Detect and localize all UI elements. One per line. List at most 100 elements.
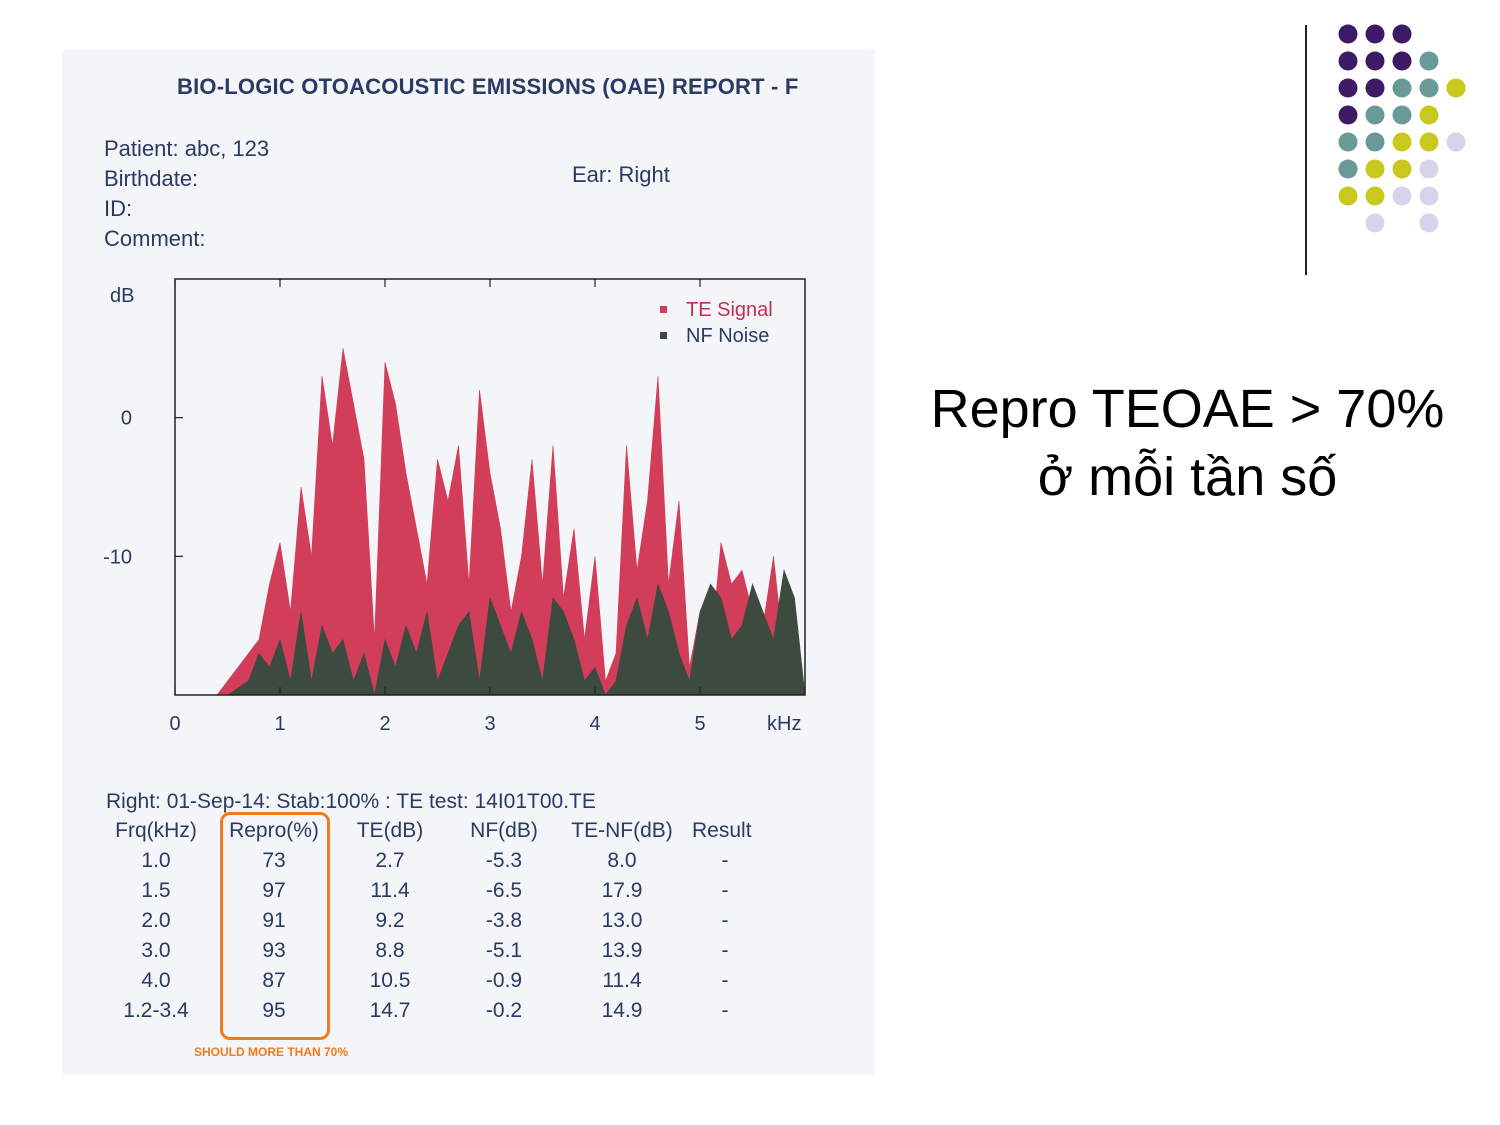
decorative-dot bbox=[1365, 78, 1385, 98]
table-cell: 73 bbox=[262, 849, 286, 872]
table-cell: 13.0 bbox=[601, 909, 643, 932]
table-cell: 91 bbox=[262, 909, 286, 932]
decorative-dot bbox=[1365, 24, 1385, 44]
legend-swatch bbox=[660, 332, 667, 339]
caption-line-1: Repro TEOAE > 70% bbox=[930, 379, 1445, 439]
table-cell: -5.1 bbox=[485, 939, 523, 962]
decorative-dot bbox=[1419, 51, 1439, 71]
test-info-line: Right: 01-Sep-14: Stab:100% : TE test: 1… bbox=[106, 790, 596, 813]
decorative-dot bbox=[1392, 159, 1412, 179]
table-cell: 8.0 bbox=[607, 849, 637, 872]
table-cell: 14.9 bbox=[601, 999, 643, 1022]
table-cell: -6.5 bbox=[485, 879, 523, 902]
table-cell: 10.5 bbox=[369, 969, 411, 992]
decorative-dot bbox=[1419, 159, 1439, 179]
decorative-dot bbox=[1338, 24, 1358, 44]
decorative-dot bbox=[1419, 186, 1439, 206]
decorative-dot bbox=[1365, 105, 1385, 125]
y-tick-label: -10 bbox=[103, 546, 132, 568]
table-cell: 1.5 bbox=[141, 879, 171, 902]
table-cell: - bbox=[721, 939, 729, 962]
x-tick-label: 4 bbox=[589, 713, 600, 735]
table-header: TE(dB) bbox=[356, 819, 424, 842]
table-header: NF(dB) bbox=[470, 819, 538, 842]
table-cell: 95 bbox=[262, 999, 286, 1022]
table-header: TE-NF(dB) bbox=[571, 819, 673, 842]
decorative-dot bbox=[1446, 132, 1466, 152]
repro-highlight-box bbox=[220, 812, 330, 1040]
decorative-dot bbox=[1365, 159, 1385, 179]
table-cell: 97 bbox=[262, 879, 286, 902]
table-cell: 87 bbox=[262, 969, 286, 992]
table-cell: 11.4 bbox=[370, 879, 410, 902]
decorative-dot bbox=[1338, 51, 1358, 71]
legend-label: TE Signal bbox=[686, 299, 773, 321]
table-cell: 8.8 bbox=[375, 939, 405, 962]
decorative-dot bbox=[1392, 105, 1412, 125]
report-title: BIO-LOGIC OTOACOUSTIC EMISSIONS (OAE) RE… bbox=[177, 74, 799, 99]
decorative-dot bbox=[1392, 51, 1412, 71]
x-axis-label: kHz bbox=[767, 713, 801, 735]
legend-swatch bbox=[660, 306, 667, 313]
decorative-dot bbox=[1365, 213, 1385, 233]
x-tick-label: 2 bbox=[379, 713, 390, 735]
decorative-dot bbox=[1392, 78, 1412, 98]
table-cell: -0.2 bbox=[485, 999, 523, 1022]
table-cell: 11.4 bbox=[602, 969, 642, 992]
x-tick-label: 1 bbox=[274, 713, 285, 735]
x-tick-label: 5 bbox=[694, 713, 705, 735]
y-axis-label: dB bbox=[110, 285, 134, 307]
decorative-dot bbox=[1419, 213, 1439, 233]
decorative-dot bbox=[1419, 78, 1439, 98]
table-header: Frq(kHz) bbox=[115, 819, 197, 842]
table-cell: -0.9 bbox=[485, 969, 523, 992]
table-cell: - bbox=[721, 849, 729, 872]
table-cell: 1.2-3.4 bbox=[123, 999, 189, 1022]
ear-field: Ear: Right bbox=[572, 162, 670, 187]
caption-line-2: ở mỗi tần số bbox=[1037, 447, 1338, 507]
y-tick-label: 0 bbox=[121, 408, 132, 430]
table-cell: - bbox=[721, 879, 729, 902]
decorative-dot bbox=[1338, 132, 1358, 152]
table-cell: -3.8 bbox=[485, 909, 523, 932]
table-cell: - bbox=[721, 999, 729, 1022]
table-cell: - bbox=[721, 969, 729, 992]
decorative-dot bbox=[1338, 78, 1358, 98]
id-field: ID: bbox=[104, 196, 133, 221]
table-cell: 9.2 bbox=[375, 909, 405, 932]
table-cell: 17.9 bbox=[601, 879, 643, 902]
series-area-1 bbox=[217, 569, 806, 696]
table-cell: 2.0 bbox=[141, 909, 171, 932]
decorative-dot bbox=[1392, 186, 1412, 206]
table-cell: - bbox=[721, 909, 729, 932]
table-cell: 13.9 bbox=[601, 939, 643, 962]
decorative-dot bbox=[1338, 186, 1358, 206]
table-cell: 93 bbox=[262, 939, 286, 962]
decorative-dot bbox=[1365, 186, 1385, 206]
table-cell: 14.7 bbox=[369, 999, 411, 1022]
table-cell: 3.0 bbox=[141, 939, 171, 962]
report-scan: BIO-LOGIC OTOACOUSTIC EMISSIONS (OAE) RE… bbox=[62, 50, 875, 1075]
x-tick-label: 0 bbox=[169, 713, 180, 735]
table-cell: 1.0 bbox=[141, 849, 171, 872]
birthdate-field: Birthdate: bbox=[104, 166, 199, 191]
decorative-dot bbox=[1419, 105, 1439, 125]
legend-label: NF Noise bbox=[686, 325, 769, 347]
decorative-dot bbox=[1419, 132, 1439, 152]
table-header: Repro(%) bbox=[229, 819, 319, 842]
decorative-dot bbox=[1365, 132, 1385, 152]
table-cell: -5.3 bbox=[485, 849, 523, 872]
decorative-dot bbox=[1365, 51, 1385, 71]
x-tick-label: 3 bbox=[484, 713, 495, 735]
table-cell: 2.7 bbox=[375, 849, 405, 872]
table-cell: 4.0 bbox=[141, 969, 171, 992]
decorative-dot bbox=[1392, 132, 1412, 152]
patient-field: Patient: abc, 123 bbox=[104, 136, 270, 161]
decorative-dot bbox=[1338, 159, 1358, 179]
decorative-dot bbox=[1446, 78, 1466, 98]
decorative-dot bbox=[1338, 105, 1358, 125]
decorative-dot-grid bbox=[1338, 24, 1466, 233]
decorative-dot bbox=[1392, 24, 1412, 44]
comment-field: Comment: bbox=[104, 226, 206, 251]
oae-chart: 0 1 2 3 4 5 0 -10 dB kHz TE Signal NF Noise bbox=[103, 278, 806, 735]
